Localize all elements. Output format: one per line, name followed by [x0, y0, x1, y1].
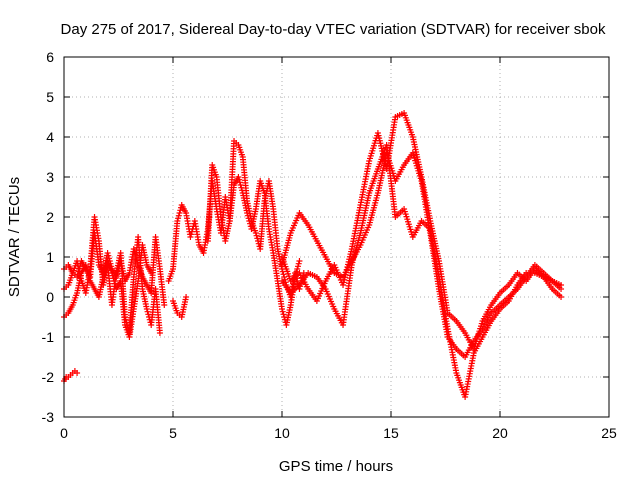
data-point	[253, 232, 260, 239]
y-tick-label: 1	[46, 249, 54, 265]
data-point	[84, 267, 91, 274]
axis-ticks: 0 5 10 15 20 25 -3 -2 -1 0 1 2 3 4 5 6	[42, 49, 617, 441]
data-point	[100, 274, 107, 280]
y-tick-label: 0	[46, 289, 54, 305]
data-point	[174, 218, 181, 224]
data-point	[110, 275, 117, 282]
data-point	[175, 215, 182, 222]
data-point	[100, 271, 107, 278]
x-tick-label: 5	[169, 425, 177, 441]
data-point	[177, 207, 184, 214]
data-point	[558, 294, 565, 300]
data-point	[85, 272, 92, 279]
data-point	[143, 306, 150, 312]
data-point	[83, 264, 90, 271]
data-point	[558, 286, 565, 292]
data-point	[156, 330, 163, 336]
data-point	[105, 252, 112, 259]
data-point	[187, 234, 194, 240]
x-tick-label: 15	[383, 425, 399, 441]
data-point	[281, 274, 288, 280]
data-points	[61, 110, 565, 400]
data-point	[104, 250, 111, 256]
data-point	[111, 280, 118, 287]
data-point	[102, 266, 109, 272]
data-point	[74, 370, 81, 376]
data-point	[252, 230, 259, 236]
y-tick-label: -3	[42, 409, 55, 425]
data-point	[294, 266, 301, 272]
data-point	[82, 262, 89, 268]
data-point	[236, 179, 243, 186]
data-point	[183, 294, 190, 300]
data-point	[130, 246, 137, 252]
y-tick-label: 2	[46, 209, 54, 225]
plot-frame	[63, 56, 610, 418]
data-point	[111, 278, 118, 284]
data-point	[281, 276, 288, 283]
y-tick-label: -1	[42, 329, 55, 345]
data-point	[236, 176, 243, 183]
data-point	[86, 275, 93, 282]
data-point	[74, 274, 81, 280]
data-point	[279, 306, 285, 312]
data-point	[144, 308, 151, 315]
data-point	[176, 210, 183, 216]
data-point	[108, 270, 115, 276]
data-point	[175, 212, 182, 219]
data-point	[161, 302, 168, 308]
data-point	[109, 272, 116, 279]
data-point	[148, 270, 155, 276]
data-point	[295, 260, 302, 267]
data-point	[235, 174, 242, 180]
data-point	[101, 268, 108, 275]
data-point	[279, 308, 286, 315]
x-tick-label: 0	[60, 425, 68, 441]
data-point	[296, 258, 303, 264]
x-axis-label: GPS time / hours	[279, 458, 393, 475]
data-point	[294, 263, 301, 270]
y-axis-label: SDTVAR / TECUs	[6, 177, 23, 297]
data-point	[84, 270, 91, 276]
y-tick-label: -2	[42, 369, 55, 385]
x-tick-label: 20	[492, 425, 508, 441]
data-point	[280, 311, 287, 318]
y-tick-label: 3	[46, 169, 54, 185]
y-tick-label: 6	[46, 49, 54, 65]
x-tick-label: 10	[274, 425, 290, 441]
y-tick-label: 4	[46, 129, 54, 145]
x-tick-label: 25	[601, 425, 617, 441]
y-tick-label: 5	[46, 89, 54, 105]
data-point	[188, 231, 195, 238]
data-point	[237, 182, 244, 188]
chart-title: Day 275 of 2017, Sidereal Day-to-day VTE…	[61, 21, 606, 38]
grid	[64, 57, 609, 417]
